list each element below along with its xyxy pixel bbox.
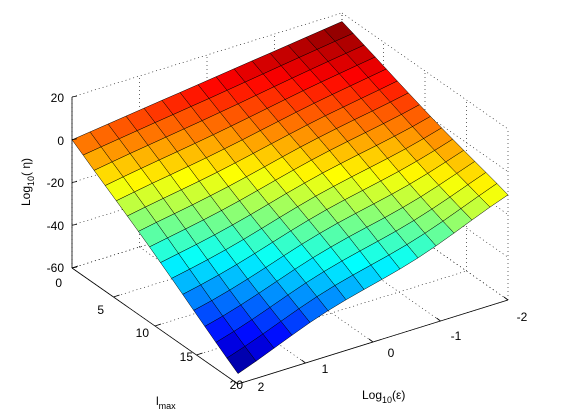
y-tick-mark <box>113 294 120 298</box>
x-tick-labels: 2 1 0 -1 -2 <box>258 310 528 394</box>
gridline <box>341 12 509 130</box>
surface <box>71 21 509 374</box>
gridline <box>274 204 441 322</box>
y-tick-mark <box>237 381 245 385</box>
gridline <box>206 225 374 343</box>
gridline <box>341 141 509 258</box>
y-axis-label: lmax <box>156 394 176 411</box>
y-tick-label: 5 <box>97 303 104 317</box>
gridline <box>341 55 509 172</box>
y-tick-label: 15 <box>180 350 194 364</box>
z-tick-mark <box>71 95 78 98</box>
y-tick-mark <box>196 352 203 356</box>
surface-facet <box>226 346 257 374</box>
y-tick-label: 0 <box>55 276 62 290</box>
z-tick-label: 20 <box>51 91 65 105</box>
z-tick-mark <box>71 181 78 183</box>
z-tick-label: -60 <box>47 261 65 275</box>
x-tick-mark <box>436 317 441 322</box>
z-tick-mark <box>71 138 78 141</box>
x-tick-label: -1 <box>451 329 462 343</box>
z-tick-label: -20 <box>47 176 65 190</box>
axes-box <box>71 95 509 385</box>
y-tick-mark <box>71 265 79 269</box>
x-tick-label: -2 <box>517 310 528 324</box>
x-tick-label: 0 <box>388 346 395 360</box>
x-tick-label: 1 <box>322 362 329 376</box>
x-tick-mark <box>503 296 509 301</box>
z-tick-mark <box>71 223 78 226</box>
x-tick-mark <box>301 359 306 364</box>
y-tick-label: 10 <box>136 326 150 340</box>
z-tick-label: -40 <box>47 219 65 233</box>
y-tick-label: 20 <box>230 378 244 392</box>
gridline <box>341 183 509 301</box>
y-tick-labels: 0 5 10 15 20 <box>55 276 243 392</box>
z-tick-label: 0 <box>57 134 64 148</box>
z-axis-label: Log10( η) <box>19 158 36 206</box>
x-axis-label: Log10(ε) <box>362 388 405 405</box>
y-tick-mark <box>154 323 162 327</box>
x-tick-mark <box>368 338 374 343</box>
x-tick-label: 2 <box>258 380 265 394</box>
x-tick-mark <box>233 380 239 385</box>
z-tick-labels: 20 0 -20 -40 -60 <box>47 91 65 275</box>
